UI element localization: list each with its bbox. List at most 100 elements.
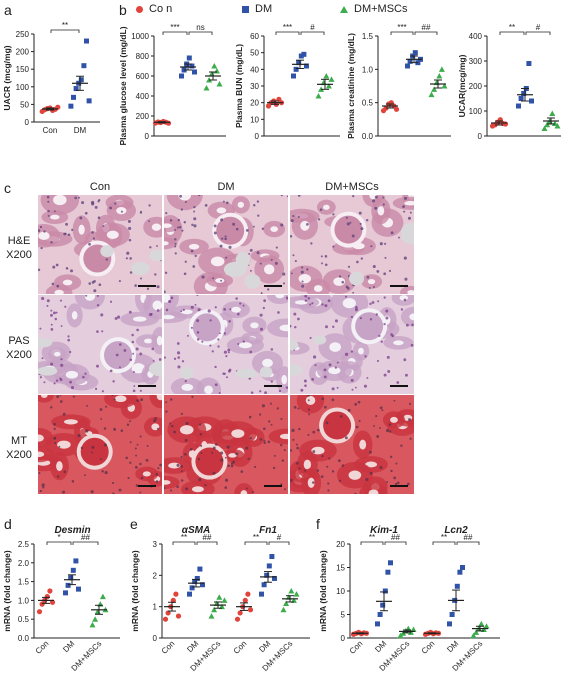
- nucleus: [196, 338, 200, 341]
- nucleus: [213, 231, 217, 235]
- nucleus: [220, 458, 224, 462]
- data-point-square: [516, 103, 521, 109]
- nucleus: [67, 338, 71, 342]
- nucleus: [297, 407, 300, 410]
- nucleus: [177, 365, 181, 369]
- nucleus: [374, 206, 378, 210]
- nucleus: [91, 280, 95, 284]
- nucleus: [101, 390, 104, 393]
- nucleus: [51, 282, 55, 286]
- nucleus: [91, 445, 95, 449]
- tubule-lumen: [164, 314, 175, 320]
- tubule-lumen: [407, 290, 414, 294]
- nucleus: [227, 369, 231, 373]
- nucleus: [139, 435, 142, 438]
- nucleus: [332, 213, 335, 216]
- significance-label: **: [181, 533, 187, 542]
- nucleus: [237, 312, 240, 316]
- nucleus: [364, 355, 367, 358]
- nucleus: [290, 324, 292, 328]
- nucleus: [252, 225, 255, 228]
- nucleus: [250, 391, 254, 394]
- data-point-triangle: [213, 68, 220, 74]
- nucleus: [350, 378, 354, 382]
- nucleus: [227, 351, 230, 354]
- tubule-lumen: [303, 459, 312, 470]
- interstitial-space: [148, 361, 162, 377]
- significance-label: ##: [391, 533, 400, 542]
- significance-label: #: [277, 533, 282, 542]
- tubule-lumen: [281, 374, 288, 385]
- nucleus: [290, 478, 293, 482]
- tubule-lumen: [328, 366, 341, 375]
- nucleus: [56, 395, 60, 399]
- nucleus: [311, 378, 315, 381]
- nucleus: [129, 358, 133, 362]
- chart-desmin: 0.0 0.5 1.0 1.5 2.0 2.5 mRNA (fold change) Con D…: [2, 525, 120, 673]
- nucleus: [169, 219, 173, 222]
- nucleus: [159, 463, 162, 467]
- nucleus: [245, 487, 248, 490]
- tubule: [164, 475, 180, 489]
- nucleus: [47, 200, 50, 203]
- nucleus: [100, 417, 103, 420]
- data-point-circle: [247, 607, 254, 613]
- significance-bracket: [72, 541, 99, 545]
- nucleus: [220, 218, 224, 222]
- nucleus: [282, 272, 286, 276]
- interstitial-space: [180, 366, 194, 380]
- nucleus: [69, 350, 72, 354]
- nucleus: [184, 379, 187, 383]
- nucleus: [270, 380, 273, 383]
- tubule-lumen: [270, 226, 278, 232]
- y-tick-label: 0: [25, 118, 30, 127]
- nucleus: [368, 450, 372, 454]
- nucleus: [303, 379, 307, 383]
- nucleus: [398, 236, 400, 239]
- nucleus: [320, 475, 324, 478]
- nucleus: [129, 461, 132, 464]
- nucleus: [278, 389, 282, 393]
- nucleus: [103, 443, 107, 447]
- data-point-triangle: [293, 591, 300, 597]
- nucleus: [269, 402, 272, 405]
- nucleus: [171, 424, 174, 428]
- nucleus: [65, 267, 68, 270]
- nucleus: [71, 228, 74, 232]
- tubule-lumen: [40, 395, 48, 398]
- nucleus: [56, 475, 60, 478]
- nucleus: [191, 223, 194, 227]
- nucleus: [120, 429, 124, 432]
- nucleus: [139, 462, 142, 466]
- nucleus: [292, 438, 295, 441]
- nucleus: [282, 282, 286, 285]
- scale-bar: [138, 285, 156, 287]
- nucleus: [219, 332, 221, 335]
- nucleus: [96, 364, 99, 368]
- nucleus: [225, 376, 229, 379]
- nucleus: [293, 405, 297, 409]
- panel-letter-e: e: [130, 516, 138, 532]
- nucleus: [146, 287, 150, 291]
- histology-row-label: H&E X200: [1, 234, 37, 262]
- nucleus: [193, 210, 196, 213]
- nucleus: [308, 413, 311, 416]
- nucleus: [211, 350, 214, 353]
- interstitial-space: [401, 230, 414, 245]
- significance-bracket: [499, 31, 525, 35]
- nucleus: [376, 359, 380, 363]
- y-tick-label: 15: [336, 564, 345, 573]
- nucleus: [104, 471, 108, 475]
- nucleus: [117, 315, 121, 319]
- nucleus: [93, 289, 97, 293]
- data-point-square: [412, 50, 418, 56]
- y-tick-label: 50: [250, 49, 259, 58]
- histology-col-header: DM: [217, 181, 235, 193]
- tubule-lumen: [368, 489, 379, 494]
- scale-bar: [390, 385, 408, 387]
- scale-bar: [264, 285, 282, 287]
- nucleus: [59, 400, 63, 403]
- nucleus: [312, 450, 316, 454]
- data-point-circle: [47, 588, 53, 594]
- micrograph-he-dm: [164, 195, 288, 294]
